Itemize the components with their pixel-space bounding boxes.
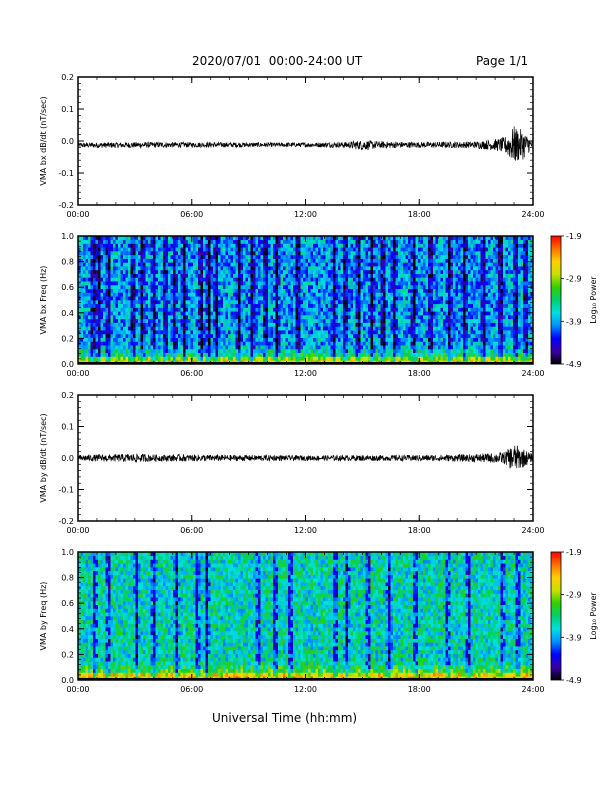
colorbar-label: Log₁₀ Power bbox=[589, 276, 598, 324]
x-tick-label: 24:00 bbox=[521, 685, 544, 694]
y-tick-label: 0.4 bbox=[61, 625, 74, 634]
y-tick-label: -0.1 bbox=[58, 169, 74, 178]
colorbar-label: Log₁₀ Power bbox=[589, 592, 598, 640]
y-tick-label: 0.2 bbox=[61, 391, 74, 400]
panel-bx-wave: -0.2 -0.1 0.0 0.1 0.2 00:00 06:00 12:00 18:00 24:… bbox=[39, 73, 545, 219]
y-tick-label: 0.6 bbox=[61, 599, 74, 608]
x-tick-label: 06:00 bbox=[180, 685, 203, 694]
x-tick-label: 06:00 bbox=[180, 369, 203, 378]
x-tick-label: 12:00 bbox=[294, 526, 317, 535]
y-axis-label: VMA bx dB/dt (nT/sec) bbox=[39, 96, 48, 185]
y-tick-label: 0.1 bbox=[61, 105, 74, 114]
x-tick-label: 24:00 bbox=[521, 210, 544, 219]
y-tick-label: 0.0 bbox=[61, 454, 74, 463]
y-tick-label: 0.8 bbox=[61, 258, 74, 267]
colorbar-tick-label: -3.9 bbox=[566, 633, 582, 642]
y-tick-label: 0.2 bbox=[61, 650, 74, 659]
x-tick-label: 18:00 bbox=[408, 685, 431, 694]
y-tick-label: 0.2 bbox=[61, 73, 74, 82]
y-tick-label: 1.0 bbox=[61, 548, 74, 557]
y-tick-label: 0.0 bbox=[61, 137, 74, 146]
series-line bbox=[77, 126, 534, 161]
y-tick-label: 0.4 bbox=[61, 309, 74, 318]
x-tick-label: 06:00 bbox=[180, 526, 203, 535]
x-tick-label: 18:00 bbox=[408, 526, 431, 535]
x-tick-label: 06:00 bbox=[180, 210, 203, 219]
colorbar-tick-label: -4.9 bbox=[566, 676, 582, 685]
colorbar-tick-label: -1.9 bbox=[566, 232, 582, 241]
colorbar-tick-label: -3.9 bbox=[566, 317, 582, 326]
x-tick-label: 18:00 bbox=[408, 369, 431, 378]
panel-bx-spectrogram: -4.9 -3.9 -2.9 -1.9 Log₁₀ Power 0.0 0.2 0.4 0.6 0… bbox=[39, 232, 598, 378]
x-tick-label: 18:00 bbox=[408, 210, 431, 219]
x-tick-label: 12:00 bbox=[294, 685, 317, 694]
colorbar-tick-label: -1.9 bbox=[566, 548, 582, 557]
colorbar-tick-label: -2.9 bbox=[566, 591, 582, 600]
colorbar bbox=[550, 551, 562, 681]
y-tick-label: 0.0 bbox=[61, 676, 74, 685]
x-tick-label: 00:00 bbox=[66, 526, 89, 535]
x-tick-label: 00:00 bbox=[66, 369, 89, 378]
x-tick-label: 24:00 bbox=[521, 526, 544, 535]
y-tick-label: -0.1 bbox=[58, 486, 74, 495]
spectrogram-cells bbox=[78, 552, 534, 681]
y-tick-label: 0.1 bbox=[61, 423, 74, 432]
y-tick-label: 0.6 bbox=[61, 283, 74, 292]
colorbar-tick-label: -4.9 bbox=[566, 360, 582, 369]
spectrogram-cells bbox=[78, 236, 534, 365]
y-axis-label: VMA by dB/dt (nT/sec) bbox=[39, 413, 48, 502]
plot-frame bbox=[77, 76, 534, 206]
x-tick-label: 00:00 bbox=[66, 685, 89, 694]
x-tick-label: 24:00 bbox=[521, 369, 544, 378]
panel-by-spectrogram: -4.9 -3.9 -2.9 -1.9 Log₁₀ Power 0.0 0.2 0.4 0.6 0… bbox=[39, 548, 598, 694]
y-tick-label: 0.0 bbox=[61, 360, 74, 369]
y-tick-label: 1.0 bbox=[61, 232, 74, 241]
colorbar-tick-label: -2.9 bbox=[566, 275, 582, 284]
series-line bbox=[77, 445, 534, 469]
page-number: Page 1/1 bbox=[476, 54, 529, 68]
y-axis-label: VMA by Freq (Hz) bbox=[39, 582, 48, 651]
page-title: 2020/07/01 00:00-24:00 UT bbox=[192, 54, 363, 68]
y-tick-label: 0.8 bbox=[61, 574, 74, 583]
x-axis-title: Universal Time (hh:mm) bbox=[212, 711, 358, 725]
y-axis-label: VMA bx Freq (Hz) bbox=[39, 266, 48, 335]
x-tick-label: 12:00 bbox=[294, 210, 317, 219]
panel-by-wave: -0.2 -0.1 0.0 0.1 0.2 00:00 06:00 12:00 18:00 24:… bbox=[39, 391, 545, 535]
x-tick-label: 12:00 bbox=[294, 369, 317, 378]
y-tick-label: -0.2 bbox=[58, 201, 74, 210]
x-tick-label: 00:00 bbox=[66, 210, 89, 219]
colorbar bbox=[550, 235, 562, 365]
y-tick-label: -0.2 bbox=[58, 517, 74, 526]
y-tick-label: 0.2 bbox=[61, 334, 74, 343]
